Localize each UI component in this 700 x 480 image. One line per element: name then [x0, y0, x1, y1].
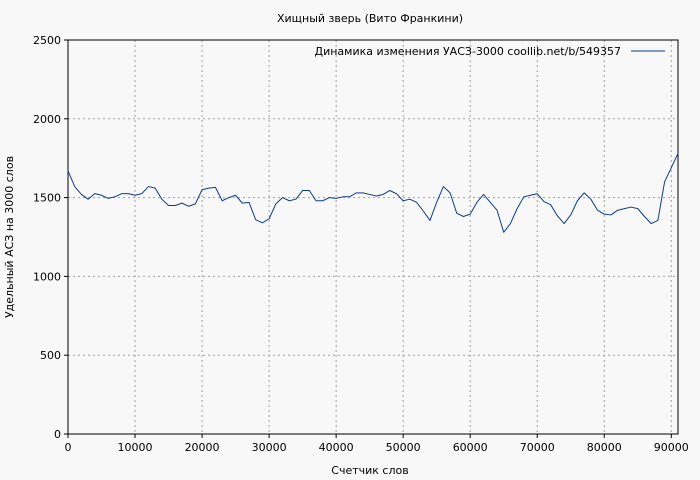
- chart-title: Хищный зверь (Вито Франкини): [277, 12, 463, 25]
- x-tick-label: 10000: [118, 441, 153, 454]
- plot-frame: [67, 39, 679, 435]
- y-tick-label: 2000: [33, 113, 61, 126]
- x-tick-label: 80000: [587, 441, 622, 454]
- y-tick-label: 500: [40, 349, 61, 362]
- x-tick-label: 50000: [386, 441, 421, 454]
- legend-label: Динамика изменения УАСЗ-3000 coollib.net…: [315, 45, 622, 58]
- y-tick-label: 2500: [33, 34, 61, 47]
- x-tick-label: 30000: [252, 441, 287, 454]
- x-tick-label: 40000: [319, 441, 354, 454]
- x-axis-label: Счетчик слов: [331, 464, 408, 477]
- x-tick-label: 60000: [453, 441, 488, 454]
- x-tick-label: 70000: [520, 441, 555, 454]
- y-tick-label: 0: [54, 428, 61, 441]
- x-tick-label: 20000: [185, 441, 220, 454]
- y-tick-label: 1000: [33, 270, 61, 283]
- y-axis-label: Удельный АСЗ на 3000 слов: [3, 156, 16, 318]
- x-tick-label: 90000: [654, 441, 689, 454]
- grid-layer: [68, 40, 678, 434]
- y-tick-label: 1500: [33, 192, 61, 205]
- series-line: [67, 153, 679, 233]
- series-layer: [67, 153, 679, 233]
- x-tick-label: 0: [65, 441, 72, 454]
- ticks-layer: 0 10000 20000 30000 40000 50000 60000 70000 8000…: [33, 34, 689, 454]
- legend: Динамика изменения УАСЗ-3000 coollib.net…: [315, 45, 665, 58]
